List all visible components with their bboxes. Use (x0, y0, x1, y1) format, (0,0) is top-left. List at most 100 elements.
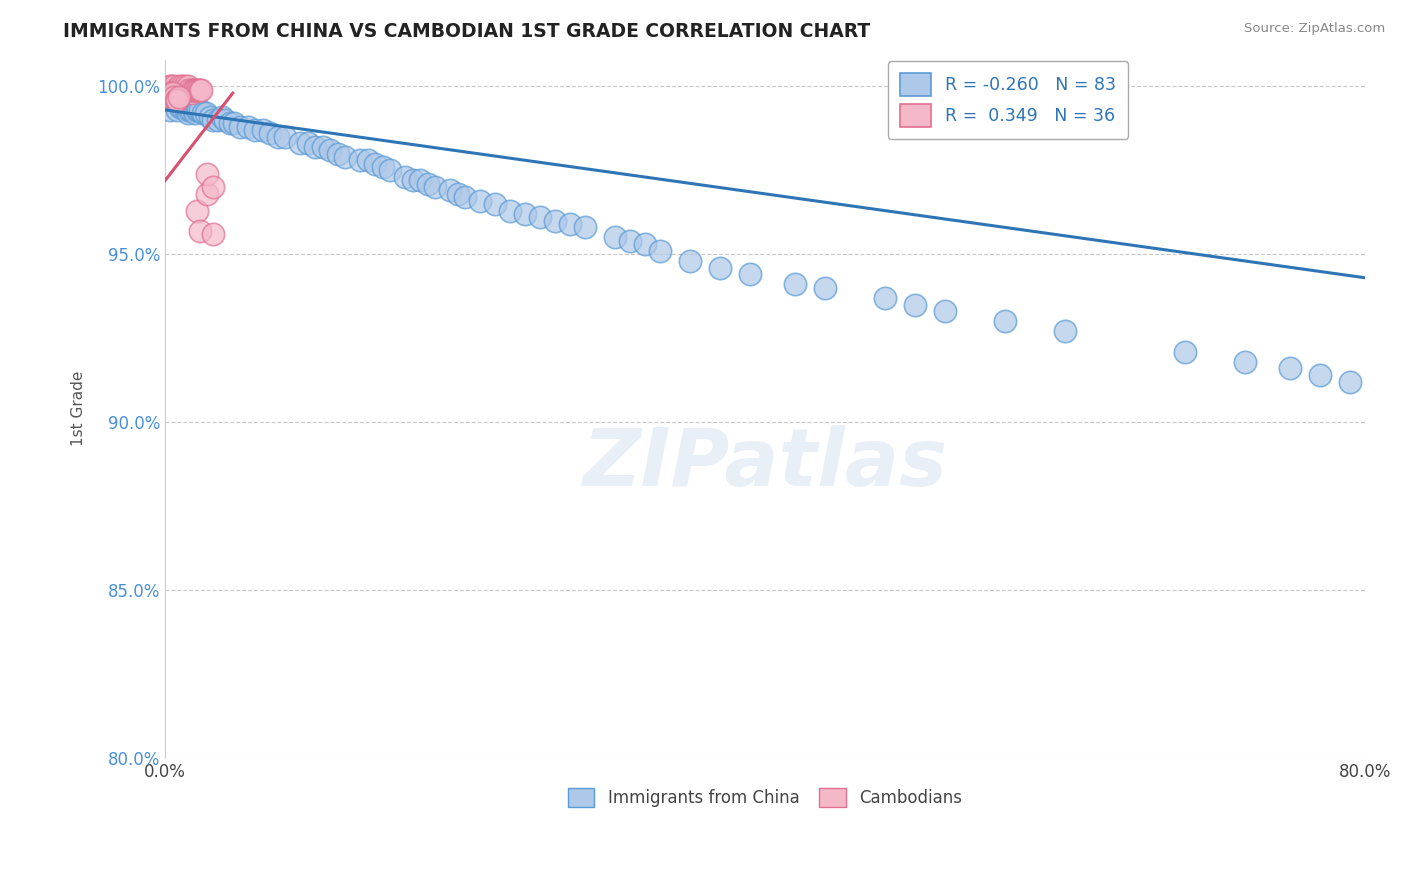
Point (160, 79, 183, 94)
Point (159, 79, 181, 94)
Point (179, 103, 201, 117)
Point (513, 207, 536, 221)
Point (177, 106, 200, 120)
Point (159, 86, 181, 100)
Point (174, 83, 197, 97)
Point (163, 89, 186, 103)
Point (558, 217, 581, 231)
Point (738, 268, 761, 282)
Point (166, 93, 188, 107)
Point (202, 227, 225, 241)
Point (446, 186, 468, 201)
Point (648, 244, 671, 258)
Point (1309, 368, 1331, 382)
Point (173, 79, 195, 94)
Point (172, 96, 194, 111)
Point (186, 83, 208, 97)
Point (166, 103, 188, 117)
Point (401, 173, 423, 187)
Point (252, 123, 274, 137)
Point (1174, 344, 1197, 359)
Point (173, 93, 195, 107)
Point (162, 89, 184, 103)
Point (349, 153, 371, 168)
Point (163, 89, 186, 103)
Point (194, 106, 217, 120)
Point (468, 194, 491, 208)
Point (326, 146, 349, 161)
Point (159, 103, 181, 117)
Point (288, 136, 311, 151)
Point (214, 113, 236, 128)
Point (211, 110, 233, 124)
Point (186, 103, 208, 117)
Point (603, 230, 626, 244)
Text: Source: ZipAtlas.com: Source: ZipAtlas.com (1244, 22, 1385, 36)
Point (169, 99, 191, 113)
Point (333, 150, 356, 164)
Point (423, 180, 446, 194)
Point (274, 129, 297, 144)
Point (170, 99, 193, 113)
Point (188, 224, 211, 238)
Point (174, 103, 197, 117)
Point (371, 160, 394, 174)
Point (190, 83, 212, 97)
Point (163, 79, 186, 94)
Text: ZIPatlas: ZIPatlas (582, 425, 948, 503)
Point (181, 99, 204, 113)
Point (181, 83, 204, 97)
Point (191, 106, 214, 120)
Point (167, 96, 190, 111)
Point (162, 83, 184, 97)
Point (202, 113, 225, 128)
Point (218, 116, 240, 130)
Point (783, 277, 806, 292)
Point (236, 120, 259, 134)
Point (165, 83, 187, 97)
Point (574, 220, 596, 235)
Point (484, 197, 506, 211)
Point (195, 186, 218, 201)
Point (364, 156, 387, 170)
Point (994, 314, 1017, 328)
Point (679, 254, 702, 268)
Point (709, 260, 731, 275)
Point (186, 203, 208, 218)
Point (157, 83, 180, 97)
Point (904, 297, 927, 311)
Point (356, 153, 378, 168)
Point (172, 83, 194, 97)
Point (187, 103, 209, 117)
Point (319, 143, 342, 157)
Point (184, 83, 207, 97)
Point (259, 127, 281, 141)
Point (165, 93, 187, 107)
Point (200, 110, 222, 124)
Point (1053, 325, 1076, 339)
Point (394, 169, 416, 184)
Point (544, 213, 567, 227)
Point (183, 103, 205, 117)
Point (180, 86, 202, 100)
Point (188, 103, 211, 117)
Point (304, 140, 326, 154)
Point (166, 83, 188, 97)
Point (187, 83, 209, 97)
Point (160, 89, 183, 103)
Point (1278, 361, 1301, 376)
Point (416, 177, 439, 191)
Point (162, 86, 184, 100)
Point (184, 106, 207, 120)
Point (1339, 375, 1361, 389)
Point (180, 103, 202, 117)
Legend: Immigrants from China, Cambodians: Immigrants from China, Cambodians (560, 780, 970, 815)
Point (188, 83, 211, 97)
Point (207, 113, 229, 128)
Point (224, 116, 246, 130)
Point (439, 184, 461, 198)
Point (229, 120, 252, 134)
Point (499, 203, 522, 218)
Point (165, 86, 187, 100)
Point (454, 190, 477, 204)
